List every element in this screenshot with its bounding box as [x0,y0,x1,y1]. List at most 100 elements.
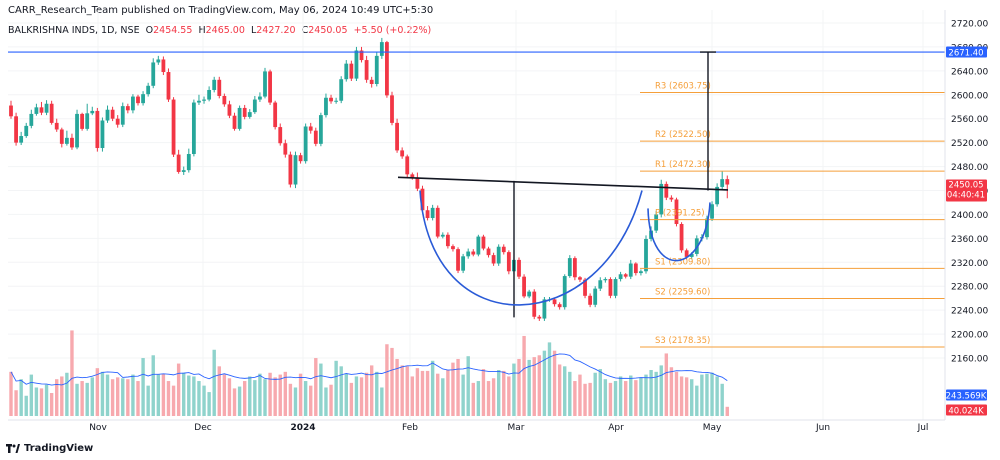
candle-body [176,154,181,172]
candle-body [105,109,110,121]
candle-body [278,127,283,144]
y-tick-label: 2400.00 [951,211,988,221]
volume-bar [502,370,506,416]
volume-bar [253,380,257,416]
volume-bar [578,374,582,416]
volume-bar [146,385,150,416]
candle-body [207,89,212,100]
candle-body [659,183,664,215]
resistance-badge: 2671.40 [946,46,987,59]
candle-body [227,104,232,116]
volume-bar [319,363,323,416]
volume-bar [491,378,496,416]
volume-bar [375,371,379,416]
volume-bar [14,390,18,416]
candle-body [567,258,572,277]
high-value: 2465.00 [205,25,245,36]
candle-body [552,299,557,305]
volume-bar [324,387,328,416]
volume-bar [517,358,521,416]
volume-bar [202,385,206,416]
y-tick-label: 2280.00 [951,283,988,293]
candle-body [557,304,562,308]
candle-body [633,263,638,274]
x-tick-label: 2024 [290,423,315,433]
tradingview-logo-icon [6,444,20,453]
resistance-badge-bg [946,46,987,58]
candle-body [608,279,613,296]
candle-body [146,85,151,95]
volume-bar [182,372,186,416]
volume-bar [415,368,420,416]
candle-body [339,79,344,101]
candle-body [191,102,196,155]
volume-bar [705,373,709,416]
volume-bar [19,379,23,416]
candle-body [669,197,674,200]
candle-body [125,106,130,111]
candle-body [664,183,669,198]
volume-bar [461,374,465,416]
y-tick-label: 2320.00 [951,259,988,269]
volume-bar [684,377,689,416]
pivot-label: R1 (2472.30) [655,160,711,170]
candle-body [156,59,161,63]
last-volume-badge: 40.024K [946,404,987,417]
candle-body [628,263,633,277]
candle-body [70,137,74,148]
volume-bar [95,368,100,416]
volume-ma-badge-bg [946,389,987,401]
candle-body [131,96,135,111]
volume-bar [192,376,196,416]
volume-bar [85,382,89,416]
candle-body [572,258,577,278]
volume-bar [278,374,282,416]
volume-bar [679,376,684,416]
volume-bar [476,381,481,416]
candle-body [466,251,471,257]
volume-bar [725,406,729,416]
candle-body [517,259,521,277]
x-tick-label: Jun [815,423,830,433]
candle-body [471,251,476,255]
y-tick-label: 2520.00 [951,139,988,149]
volume-bar [634,380,638,416]
volume-bar [664,353,669,416]
volume-bar [385,344,389,416]
volume-bar [720,383,724,416]
candle-body [440,234,445,237]
volume-bar [629,375,633,416]
volume-bar [441,378,445,416]
candle-body [501,246,506,253]
volume-bar [49,393,54,416]
low-label: L [250,25,257,36]
candle-body [639,271,643,274]
volume-bar [405,366,409,416]
candle-body [197,100,201,103]
candle-body [430,207,435,219]
volume-bar [710,372,714,416]
volume-bar [105,374,110,416]
volume-bar [121,378,125,416]
volume-bar [395,358,399,416]
volume-bar [700,374,704,416]
volume-bar [471,382,475,416]
volume-bar [44,384,49,416]
candle-body [288,154,293,185]
y-tick-label: 2600.00 [951,91,988,101]
y-tick-label: 2560.00 [951,115,988,125]
volume-bar [613,381,618,416]
open-value: 2454.55 [153,25,193,36]
volume-bar [298,373,303,416]
volume-ma-label: 243.569K [946,392,987,402]
volume-bar [110,379,115,416]
candle-body [258,96,262,100]
candle-body [247,112,252,117]
neckline [397,176,729,191]
candle-body [379,42,384,56]
candle-body [9,105,13,117]
candle-body [684,250,689,257]
y-tick-label: 2240.00 [951,307,988,317]
symbol-info-line: BALKRISHNA INDS, 1D, NSE O2454.55 H2465.… [8,25,431,36]
